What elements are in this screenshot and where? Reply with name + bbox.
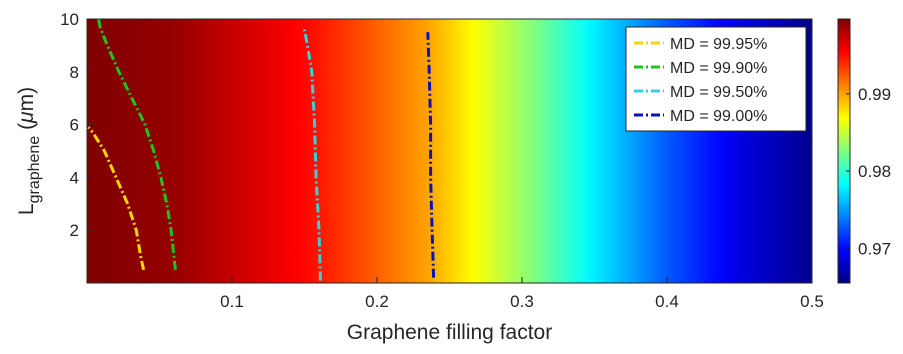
legend-label: MD = 99.50% <box>670 84 767 101</box>
y-tick-label: 4 <box>70 168 79 187</box>
colorbar-ticks: 0.97 0.98 0.99 <box>846 85 891 258</box>
y-tick-label: 6 <box>70 116 79 135</box>
x-tick-label: 0.3 <box>510 292 534 311</box>
contour-line-3 <box>303 29 322 281</box>
legend-label: MD = 99.90% <box>670 60 767 77</box>
x-axis-ticks: 0.1 0.2 0.3 0.4 0.5 <box>220 277 824 311</box>
y-axis-label-unit-rest: m) <box>15 87 38 112</box>
x-tick-label: 0.2 <box>365 292 389 311</box>
y-axis-label: Lgraphene (μm) <box>15 87 43 215</box>
legend-label: MD = 99.95% <box>670 36 767 53</box>
colorbar <box>837 18 851 284</box>
y-axis-ticks: 2 4 6 8 10 <box>60 10 93 240</box>
x-tick-label: 0.1 <box>220 292 244 311</box>
y-tick-label: 2 <box>70 221 79 240</box>
contour-lines <box>87 18 436 281</box>
x-tick-label: 0.5 <box>800 292 824 311</box>
contour-line-2 <box>97 18 177 270</box>
y-tick-label: 8 <box>70 63 79 82</box>
colorbar-tick-label: 0.99 <box>858 85 891 104</box>
contour-line-4 <box>426 32 436 278</box>
colorbar-tick-label: 0.98 <box>858 162 891 181</box>
plot-frame <box>86 18 813 284</box>
y-axis-label-unit-mu: μ <box>15 111 38 124</box>
legend-label: MD = 99.00% <box>670 108 767 125</box>
legend: MD = 99.95% MD = 99.90% MD = 99.50% MD = 99… <box>625 26 807 132</box>
y-axis-label-main: L <box>15 203 38 215</box>
contour-line-1 <box>87 126 146 271</box>
y-axis-label-subscript: graphene <box>26 136 43 204</box>
y-axis-label-unit-open: ( <box>15 123 38 136</box>
x-axis-label: Graphene filling factor <box>347 321 552 344</box>
x-tick-label: 0.4 <box>655 292 679 311</box>
colorbar-tick-label: 0.97 <box>858 239 891 258</box>
y-tick-label: 10 <box>60 10 79 29</box>
